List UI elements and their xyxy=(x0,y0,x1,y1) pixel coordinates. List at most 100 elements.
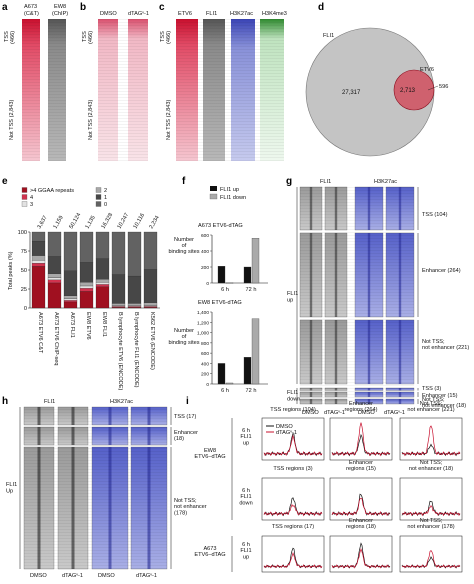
i-title-7-1: regions (18) xyxy=(346,524,376,530)
venn-etv6-label: ETV6 xyxy=(420,67,434,73)
g-side-down-line1: down xyxy=(287,397,300,403)
f-bar-0-1-1 xyxy=(251,238,260,284)
i-title-7-0: Enhancer xyxy=(349,518,373,524)
h-group-2-line0: Not TSS; xyxy=(174,498,197,504)
bar-4-0 xyxy=(95,286,110,309)
g-xlabel-3: dTAGᵛ-1 xyxy=(384,410,405,416)
legend-swatch-3 xyxy=(95,187,102,193)
venn-fli1-only: 27,317 xyxy=(342,90,361,96)
h-xlabel-3: dTAGᵛ-1 xyxy=(136,573,157,579)
h-side-line0: FLI1 xyxy=(6,482,17,488)
bar-6-4 xyxy=(127,275,142,304)
g-group-3-line0: TSS (3) xyxy=(422,386,441,392)
bar-2-5 xyxy=(63,231,78,271)
i-row-ew8-line0: EW8 xyxy=(204,448,216,454)
legend-swatch-2 xyxy=(21,201,28,207)
bar-3-0 xyxy=(79,291,94,309)
e-count-6: 10,116 xyxy=(133,213,147,230)
f-ylabel-0-line0: Number xyxy=(174,237,194,243)
f-ytick-label-0-2: 400 xyxy=(201,249,209,255)
bar-7-4 xyxy=(143,269,158,303)
i-box-7 xyxy=(329,535,393,573)
i-box-5 xyxy=(399,477,463,521)
h-texture xyxy=(24,407,167,569)
i-box-2 xyxy=(399,417,463,461)
f-ytick-label-1-0: 0 xyxy=(206,382,209,388)
f-xtick-0-1: 72 h xyxy=(246,287,257,293)
e-cat-3: EW8 ETV6 xyxy=(85,312,91,340)
e-count-4: 16,328 xyxy=(101,212,115,230)
e-count-0: 3,637 xyxy=(37,215,49,230)
f-legend-up-swatch xyxy=(210,186,217,191)
i-title-1-0: Enhancer xyxy=(349,401,373,407)
f-ytick-label-0-1: 200 xyxy=(201,265,209,271)
i-title-0-0: TSS regions (104) xyxy=(270,407,316,413)
i-curve-1-1 xyxy=(331,422,391,457)
bar-2-3 xyxy=(63,295,78,300)
g-group-1-line0: Enhancer (264) xyxy=(422,268,461,274)
panel-a-heatmap-ew8-texture xyxy=(48,19,66,161)
bar-6-3 xyxy=(127,303,142,306)
f-xtick-1-1: 72 h xyxy=(246,388,257,394)
panel-b-label: b xyxy=(80,2,86,13)
i-box-8 xyxy=(399,535,463,573)
bar-7-3 xyxy=(143,302,158,306)
bar-4-1 xyxy=(95,284,110,287)
panel-a-heatmap-a673-texture xyxy=(22,19,40,161)
f-ytick-label-0-3: 600 xyxy=(201,233,209,239)
i-sub-1-line1: FLI1 xyxy=(240,494,251,500)
panel-h-col-h3k27ac: H3K27ac xyxy=(110,399,133,405)
i-curve-4-0 xyxy=(331,493,391,517)
f-ytick-label-1-3: 600 xyxy=(201,351,209,357)
bar-5-4 xyxy=(111,274,126,304)
f-ylabel-1-line0: Number xyxy=(174,328,194,334)
i-curve-7-0 xyxy=(331,542,391,569)
g-xlabel-0: DMSO xyxy=(302,410,319,416)
bar-4-3 xyxy=(95,278,110,283)
i-box-3 xyxy=(261,477,325,521)
panel-g-label: g xyxy=(286,176,292,187)
i-sub-1-line0: 6 h xyxy=(242,488,250,494)
i-title-3-0: TSS regions (3) xyxy=(273,466,312,472)
panel-c-row-tss: TSS xyxy=(160,31,166,42)
i-box-0 xyxy=(261,417,325,461)
e-ytick-label-2: 50 xyxy=(21,268,27,274)
g-xlabel-2: DMSO xyxy=(358,410,375,416)
i-curve-7-1 xyxy=(331,548,391,569)
i-curve-6-1 xyxy=(263,551,323,569)
legend-label-1: 4 xyxy=(30,195,33,201)
g-texture xyxy=(300,187,414,404)
i-curve-0-1 xyxy=(263,434,323,457)
panel-f-chart: FLI1 up FLI1 down A673 ETV6-dTAG 0 200 400 600… xyxy=(168,186,268,394)
bar-1-2 xyxy=(47,277,62,281)
g-side-down-line0: FLI1 xyxy=(287,390,298,396)
panel-a-col1-l1: A673 xyxy=(24,4,37,10)
bar-7-5 xyxy=(143,231,158,270)
panel-b-row-nottss: Not TSS (2,843) xyxy=(88,100,94,140)
i-row-ew8-line1: ETV6–dTAG xyxy=(194,454,225,460)
e-ytick-label-4: 100 xyxy=(18,230,27,236)
i-title-4-1: regions (15) xyxy=(346,466,376,472)
f-ylabel-1-line2: binding sites xyxy=(168,340,199,346)
panel-c-col-fli1: FLI1 xyxy=(206,11,217,17)
i-box-4 xyxy=(329,477,393,521)
h-group-2-line2: (178) xyxy=(174,510,187,516)
f-title-0: A673 ETV6-dTAG xyxy=(198,223,243,229)
i-box-1 xyxy=(329,417,393,461)
panel-f-label: f xyxy=(182,176,186,187)
bar-5-3 xyxy=(111,303,126,306)
i-sub-0-line0: 6 h xyxy=(242,428,250,434)
panel-c-col-h3k4me3: H3K4me3 xyxy=(262,11,287,17)
panel-h-heatmaps: TSS (17) Enhancer(18) Not TSS;not enhancer… xyxy=(6,406,207,579)
bar-0-4 xyxy=(31,240,46,256)
e-cat-0: A673 ETV6 C&T xyxy=(37,312,43,354)
h-group-2-line1: not enhancer xyxy=(174,504,207,510)
e-cat-5: B lymphocyte ETV6 (ENCODE) xyxy=(117,312,123,390)
panel-i-label: i xyxy=(186,396,189,407)
i-curve-3-1 xyxy=(263,503,323,517)
legend-label-2: 3 xyxy=(30,202,33,208)
e-cat-7: K562 ETV6 (ENCODE) xyxy=(149,312,155,370)
bar-0-3 xyxy=(31,255,46,261)
legend-label-4: 1 xyxy=(104,195,107,201)
